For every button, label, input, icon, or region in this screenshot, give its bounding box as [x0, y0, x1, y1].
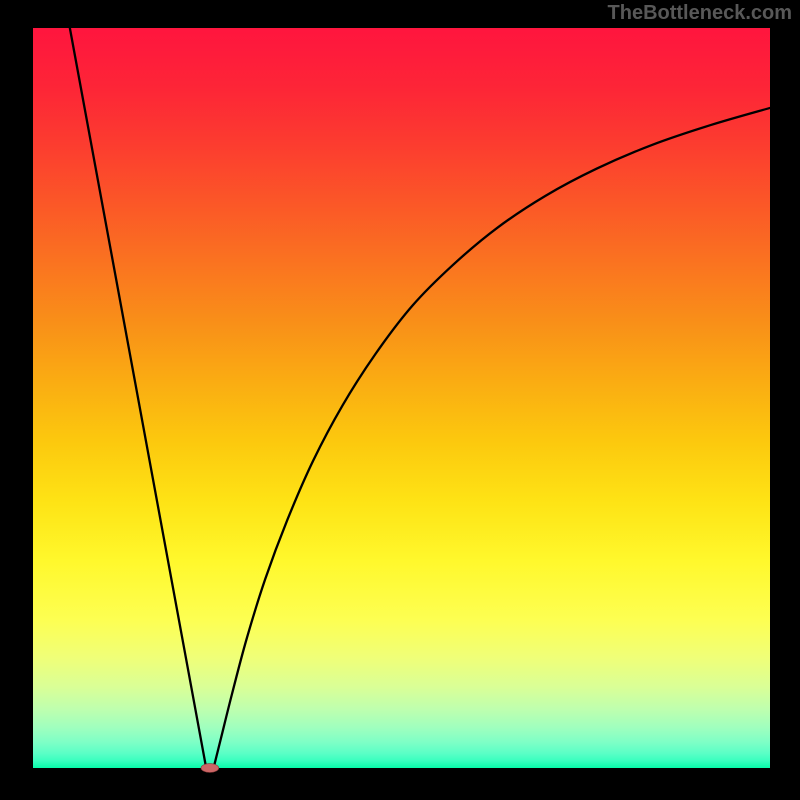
watermark-text: TheBottleneck.com	[608, 2, 792, 25]
chart-container: TheBottleneck.com	[0, 0, 800, 800]
optimal-marker	[201, 764, 219, 773]
plot-area	[33, 28, 770, 768]
bottleneck-chart	[0, 0, 800, 800]
